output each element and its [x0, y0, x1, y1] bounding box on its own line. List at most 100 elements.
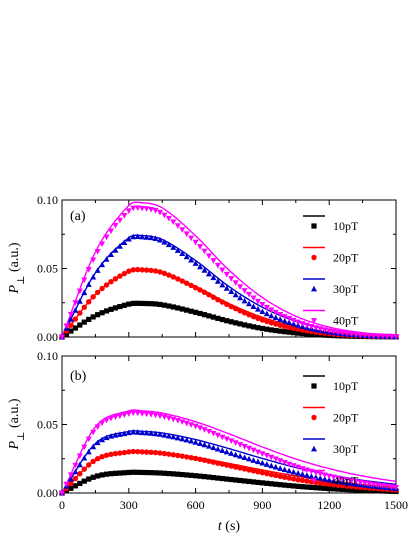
data-point-40pT	[103, 417, 110, 424]
legend-marker-40pT	[311, 478, 317, 484]
axis-ticks-b	[61, 355, 397, 494]
data-point-30pT	[183, 253, 190, 260]
data-point-30pT	[94, 439, 101, 446]
data-point-40pT	[174, 223, 181, 229]
data-point-20pT	[72, 316, 79, 322]
data-point-40pT	[161, 414, 168, 421]
data-point-40pT	[139, 411, 146, 417]
data-point-40pT	[161, 212, 168, 219]
data-point-10pT	[188, 308, 194, 314]
data-point-40pT	[188, 422, 195, 428]
data-point-40pT	[344, 477, 351, 484]
data-point-30pT	[210, 274, 217, 281]
data-point-10pT	[179, 306, 185, 312]
data-point-10pT	[282, 482, 288, 488]
data-point-20pT	[130, 448, 136, 455]
data-point-40pT	[268, 307, 275, 314]
y-axis-label-a: P⊥ (a.u.)	[7, 242, 27, 294]
y-tick-label: 0.10	[37, 349, 58, 363]
data-point-30pT	[295, 470, 302, 476]
data-point-10pT	[121, 302, 127, 308]
data-point-10pT	[90, 474, 96, 480]
data-point-30pT	[205, 443, 212, 449]
data-point-20pT	[143, 449, 150, 455]
data-point-20pT	[68, 322, 74, 328]
data-point-40pT	[205, 253, 212, 259]
data-point-40pT	[384, 483, 391, 490]
data-point-40pT	[237, 284, 244, 290]
data-point-20pT	[295, 476, 301, 483]
data-point-10pT	[344, 486, 350, 493]
data-point-30pT	[148, 430, 155, 436]
data-point-10pT	[259, 325, 265, 332]
data-point-10pT	[304, 484, 310, 490]
data-point-40pT	[277, 458, 284, 464]
data-point-40pT	[183, 420, 190, 427]
data-point-30pT	[174, 434, 181, 441]
data-point-40pT	[139, 205, 146, 212]
data-point-20pT	[166, 451, 172, 457]
data-point-10pT	[139, 300, 145, 307]
data-point-20pT	[286, 475, 292, 481]
data-point-20pT	[121, 270, 128, 277]
data-point-40pT	[317, 471, 324, 477]
data-point-40pT	[339, 476, 346, 483]
data-point-30pT	[174, 247, 181, 253]
data-point-30pT	[143, 234, 150, 240]
data-point-30pT	[228, 450, 235, 456]
data-point-30pT	[165, 241, 172, 248]
data-point-20pT	[86, 299, 92, 305]
legend-marker-10pT	[311, 223, 317, 229]
data-point-10pT	[193, 309, 199, 315]
data-point-10pT	[108, 471, 114, 477]
data-point-10pT	[117, 303, 123, 310]
data-point-30pT	[250, 457, 257, 463]
data-point-10pT	[210, 314, 217, 320]
data-point-30pT	[330, 477, 337, 484]
data-point-10pT	[103, 308, 110, 314]
data-point-30pT	[272, 314, 279, 321]
data-point-10pT	[210, 474, 217, 481]
data-point-30pT	[72, 468, 79, 475]
data-point-30pT	[103, 256, 110, 262]
data-point-40pT	[335, 475, 342, 482]
data-point-10pT	[215, 315, 221, 321]
data-point-30pT	[179, 250, 186, 257]
data-point-20pT	[188, 454, 194, 461]
data-point-10pT	[193, 473, 199, 479]
data-point-30pT	[134, 233, 141, 240]
data-point-10pT	[179, 471, 185, 478]
data-point-20pT	[86, 462, 92, 468]
data-point-40pT	[143, 206, 150, 212]
data-point-40pT	[379, 483, 386, 489]
legend-marker-30pT	[311, 285, 317, 292]
legend-marker-20pT	[311, 414, 317, 421]
data-point-10pT	[268, 481, 274, 487]
data-point-20pT	[175, 452, 181, 459]
data-point-40pT	[232, 280, 239, 286]
data-point-30pT	[179, 435, 186, 442]
data-point-10pT	[86, 476, 92, 482]
data-point-40pT	[335, 329, 342, 336]
data-point-40pT	[312, 325, 319, 331]
y-tick-label: 0.05	[37, 418, 58, 432]
data-point-40pT	[130, 410, 137, 416]
data-point-10pT	[135, 469, 141, 475]
data-point-20pT	[197, 287, 203, 293]
data-point-30pT	[72, 307, 79, 313]
data-point-30pT	[170, 244, 177, 250]
data-point-40pT	[103, 234, 110, 241]
data-point-20pT	[241, 466, 248, 472]
data-point-20pT	[304, 478, 310, 484]
data-point-40pT	[197, 244, 204, 250]
data-point-20pT	[197, 456, 203, 463]
data-point-40pT	[107, 415, 114, 422]
data-point-10pT	[246, 323, 252, 329]
data-point-10pT	[224, 476, 230, 482]
data-point-10pT	[228, 476, 234, 483]
data-point-40pT	[348, 478, 355, 484]
data-point-30pT	[241, 454, 248, 461]
data-point-20pT	[112, 276, 119, 282]
data-point-20pT	[201, 457, 208, 463]
data-point-20pT	[117, 273, 123, 279]
